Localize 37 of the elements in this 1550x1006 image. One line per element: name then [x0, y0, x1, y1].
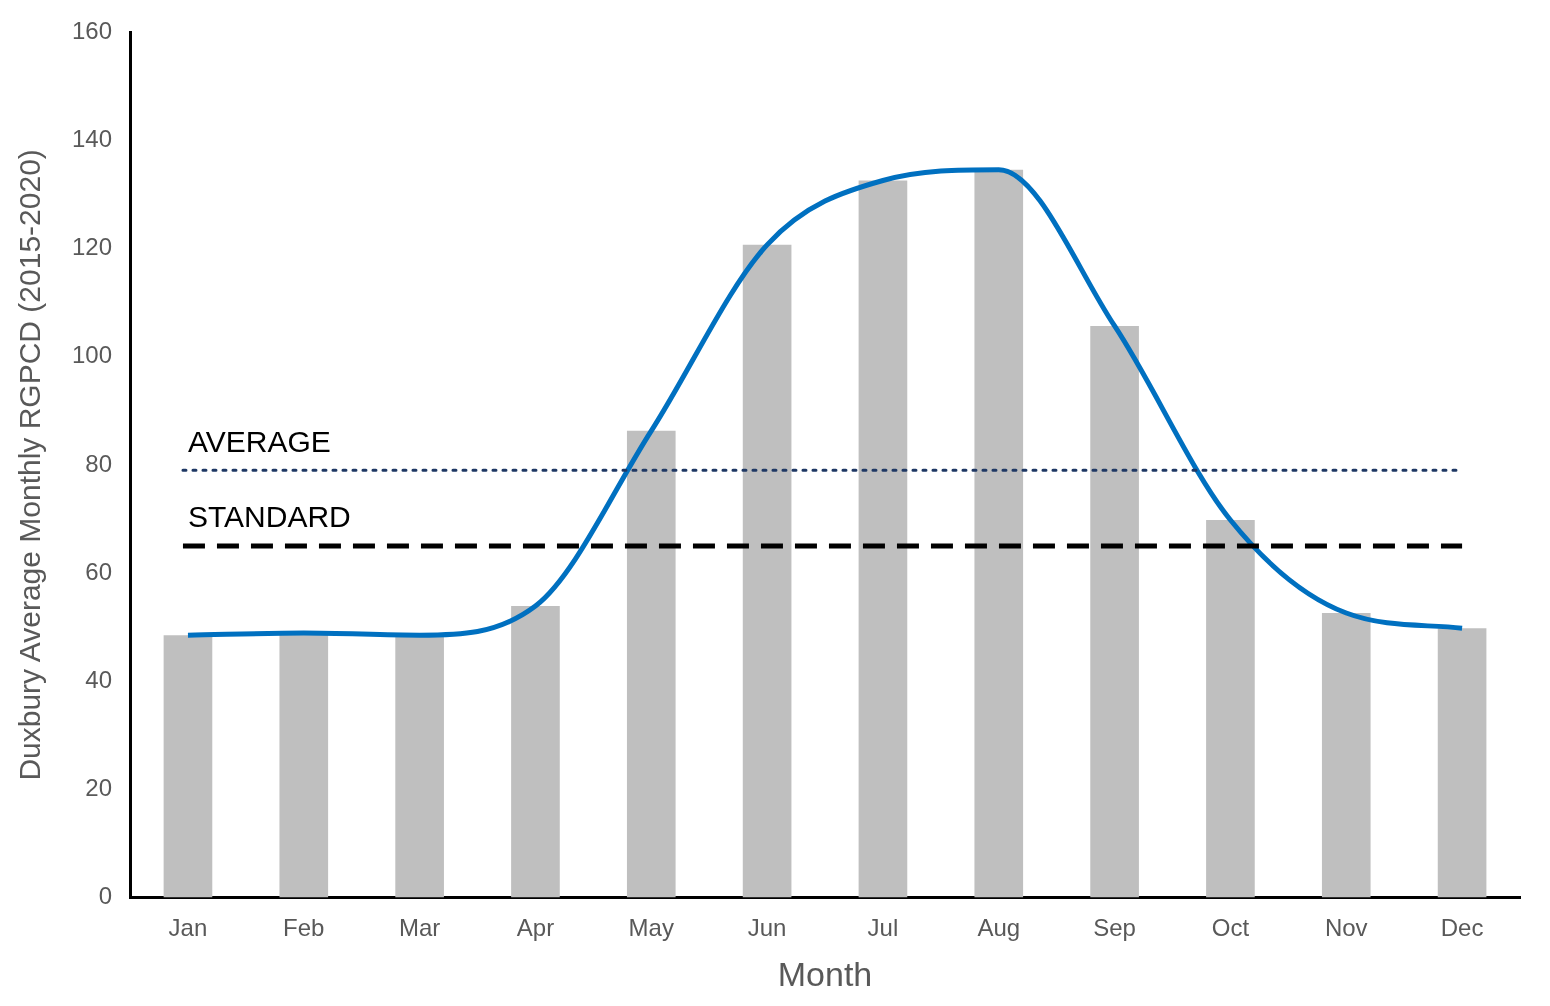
y-tick-label: 100	[72, 341, 113, 369]
x-tick-label: Nov	[1324, 914, 1368, 942]
bar	[279, 633, 329, 898]
y-tick-label: 60	[85, 557, 113, 585]
y-tick-label: 40	[85, 665, 113, 693]
x-tick-label: Dec	[1440, 914, 1484, 942]
x-tick-label: Apr	[516, 914, 555, 942]
y-axis-title: Duxbury Average Monthly RGPCD (2015-2020)	[13, 149, 47, 781]
y-tick-label: 80	[85, 449, 113, 477]
x-tick-label: Jul	[867, 914, 899, 942]
x-tick-label: Aug	[977, 914, 1021, 942]
bar	[858, 180, 908, 898]
x-tick-label: Sep	[1093, 914, 1136, 942]
x-axis-title: Month	[777, 954, 873, 993]
bar	[1090, 325, 1139, 898]
y-tick-label: 160	[72, 17, 113, 45]
y-tick-label: 140	[72, 125, 113, 153]
bar	[511, 606, 560, 898]
bar	[163, 635, 213, 898]
x-tick-label: May	[628, 914, 674, 942]
y-tick-label: 20	[85, 773, 113, 801]
bar	[974, 169, 1024, 898]
ref-line-label: STANDARD	[187, 500, 351, 534]
x-tick-label: Mar	[398, 914, 441, 942]
bar	[742, 244, 792, 898]
x-tick-label: Feb	[283, 914, 325, 942]
y-tick-label: 120	[72, 233, 113, 261]
bar	[1321, 613, 1371, 898]
bar	[626, 430, 676, 898]
ref-line-label: AVERAGE	[187, 424, 331, 458]
y-tick-label: 0	[98, 882, 113, 910]
bar	[1206, 520, 1255, 898]
x-tick-label: Oct	[1211, 914, 1250, 942]
x-tick-label: Jan	[168, 914, 208, 942]
x-tick-label: Jun	[747, 914, 787, 942]
bar	[395, 635, 444, 898]
bar	[1437, 628, 1487, 898]
